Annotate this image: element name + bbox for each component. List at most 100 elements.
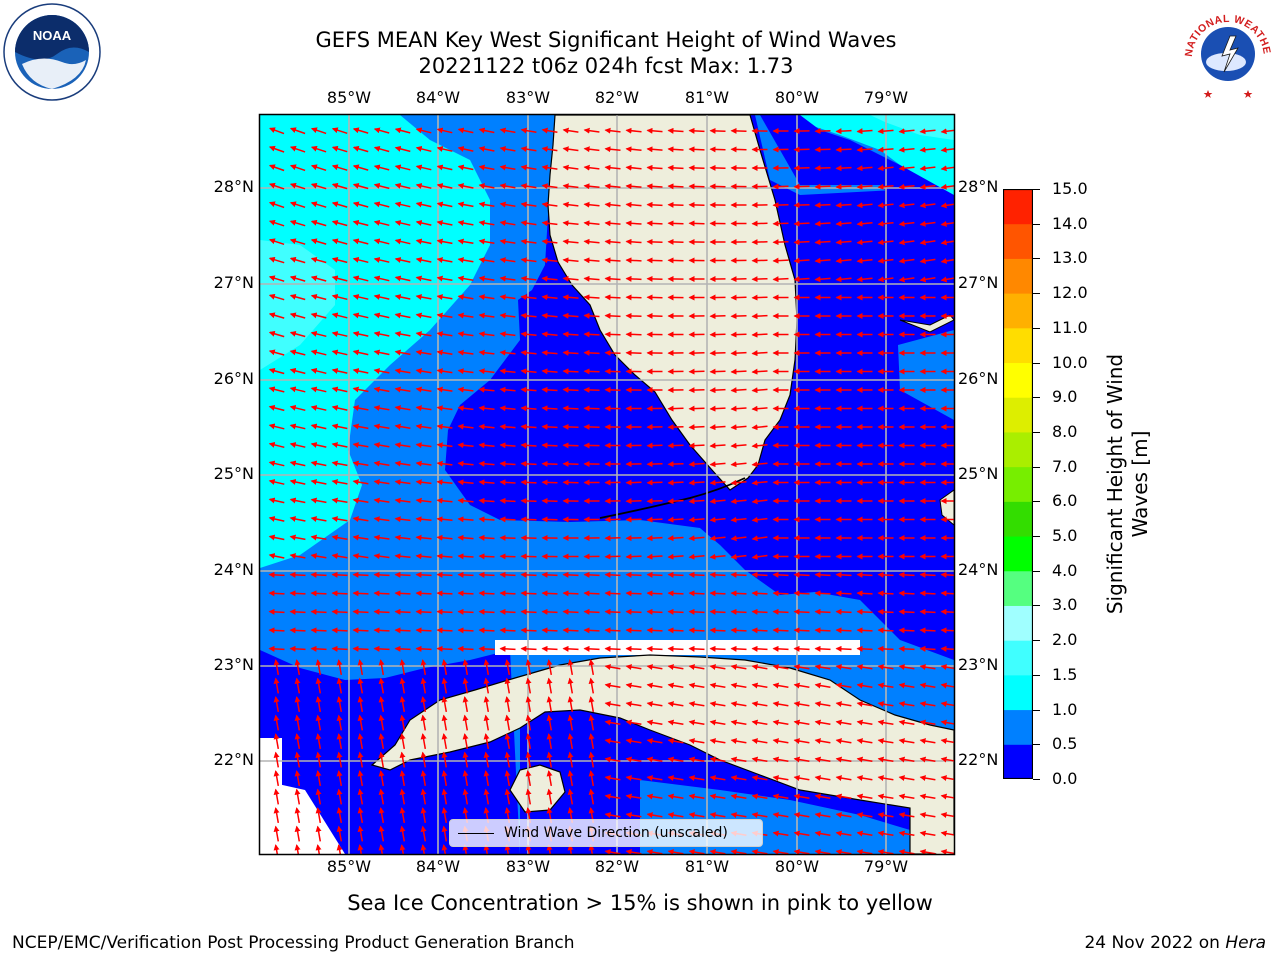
- wave-arrow: [730, 682, 747, 689]
- wave-arrow: [835, 701, 852, 708]
- wave-arrow: [546, 714, 553, 731]
- wave-arrow: [415, 312, 432, 319]
- wave-arrow: [688, 849, 705, 854]
- wave-arrow: [520, 312, 537, 319]
- wave-arrow: [709, 682, 726, 689]
- colorbar-tick-mark: [1033, 744, 1040, 746]
- wave-arrow: [457, 127, 474, 134]
- wave-arrow: [709, 479, 726, 486]
- lat-tick-left: 25°N: [213, 464, 254, 483]
- wave-arrow: [294, 825, 301, 842]
- wave-arrow: [562, 257, 579, 264]
- wave-arrow: [289, 293, 306, 301]
- wave-arrow: [294, 696, 301, 713]
- wave-arrow: [588, 733, 595, 750]
- wave-arrow: [625, 312, 642, 319]
- wave-arrow: [462, 696, 469, 713]
- wave-arrow: [730, 812, 747, 819]
- wave-arrow: [331, 442, 348, 448]
- wave-arrow: [625, 275, 642, 282]
- wave-arrow: [772, 645, 789, 652]
- lon-tick-bottom: 82°W: [594, 857, 640, 876]
- wave-arrow: [457, 497, 474, 504]
- wave-arrow: [273, 788, 280, 805]
- wave-arrow: [336, 788, 343, 805]
- wave-arrow: [483, 770, 490, 787]
- wave-arrow: [688, 627, 705, 634]
- wave-arrow: [877, 183, 894, 190]
- wave-arrow: [520, 331, 537, 338]
- wave-arrow: [625, 535, 642, 542]
- colorbar-tick-label: 0.0: [1052, 769, 1078, 788]
- wave-arrow: [478, 590, 495, 597]
- wave-arrow: [436, 127, 453, 134]
- wave-arrow: [709, 350, 726, 357]
- wave-arrow: [273, 807, 280, 824]
- wave-arrow: [289, 312, 306, 319]
- lat-tick-left: 27°N: [213, 273, 254, 292]
- wave-arrow: [583, 294, 600, 301]
- wave-arrow: [420, 770, 427, 787]
- wave-arrow: [667, 608, 684, 615]
- wave-arrow: [709, 535, 726, 542]
- wave-arrow: [499, 645, 516, 652]
- wave-arrow: [667, 201, 684, 208]
- wave-arrow: [541, 645, 558, 652]
- wave-arrow: [331, 571, 348, 578]
- wave-arrow: [919, 183, 936, 190]
- wave-arrow: [688, 146, 705, 153]
- wave-arrow: [436, 275, 453, 282]
- wave-arrow: [709, 146, 726, 153]
- wave-arrow: [499, 183, 516, 190]
- wave-arrow: [583, 127, 600, 134]
- wave-arrow: [625, 812, 642, 819]
- colorbar-segment: [1003, 709, 1033, 745]
- wave-arrow: [541, 386, 558, 393]
- wave-arrow: [646, 738, 663, 745]
- colorbar-tick-label: 5.0: [1052, 526, 1078, 546]
- wave-arrow: [751, 294, 768, 301]
- wave-arrow: [567, 844, 574, 854]
- wave-arrow: [436, 479, 453, 486]
- wave-arrow: [331, 219, 348, 227]
- wave-arrow: [441, 677, 448, 694]
- wave-arrow: [772, 849, 789, 854]
- wave-arrow: [583, 257, 600, 264]
- wave-arrow: [709, 738, 726, 745]
- wave-arrow: [730, 461, 747, 468]
- wave-arrow: [588, 844, 595, 854]
- wave-arrow: [688, 164, 705, 171]
- wave-arrow: [357, 659, 364, 676]
- wave-arrow: [646, 498, 663, 505]
- wave-arrow: [546, 751, 553, 768]
- wave-arrow: [315, 659, 322, 676]
- wave-arrow: [315, 696, 322, 713]
- wave-arrow: [520, 590, 537, 597]
- wave-arrow: [919, 682, 936, 689]
- wave-arrow: [877, 239, 894, 246]
- wave-arrow: [856, 775, 873, 782]
- wave-arrow: [315, 770, 322, 787]
- wave-arrow: [541, 460, 558, 467]
- wave-arrow: [499, 201, 516, 208]
- wave-arrow: [357, 677, 364, 694]
- wave-arrow: [751, 590, 768, 597]
- wave-arrow: [331, 201, 348, 208]
- wave-arrow: [688, 387, 705, 394]
- wave-arrow: [588, 677, 595, 694]
- wave-arrow: [315, 807, 322, 824]
- wave-arrow: [499, 460, 516, 467]
- wave-arrow: [436, 146, 453, 152]
- wave-arrow: [378, 733, 385, 750]
- wave-arrow: [919, 830, 936, 837]
- wave-arrow: [772, 756, 789, 763]
- lat-tick-right: 26°N: [958, 369, 999, 388]
- wave-arrow: [919, 590, 936, 597]
- wave-arrow: [399, 714, 406, 731]
- wave-arrow: [667, 756, 684, 763]
- wave-arrow: [331, 553, 348, 560]
- wave-arrow: [546, 696, 553, 713]
- lat-tick-left: 28°N: [213, 177, 254, 196]
- wave-arrow: [310, 516, 327, 522]
- wave-arrow: [394, 201, 411, 208]
